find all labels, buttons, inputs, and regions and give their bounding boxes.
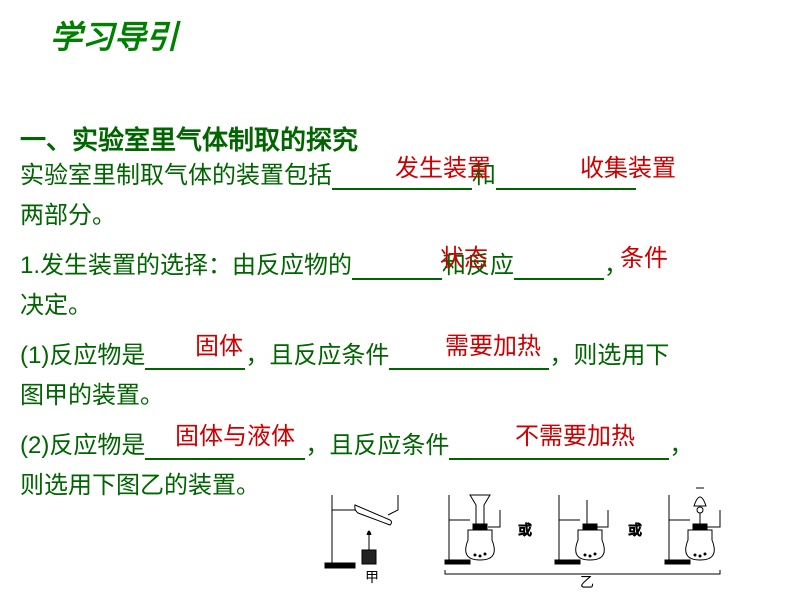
- t7a: (2)反应物是: [20, 432, 145, 459]
- t5a: (1)反应物是: [20, 342, 145, 369]
- fill-7: 固体与液体: [175, 416, 295, 451]
- apparatus-jia: 甲: [320, 485, 420, 585]
- apparatus-yi: 或 或 乙: [440, 480, 780, 590]
- label-huo-1: 或: [518, 522, 532, 538]
- text-line-4: 决定。: [20, 285, 92, 320]
- text-line-1: 实验室里制取气体的装置包括和: [20, 155, 636, 190]
- t5c: ，则选用下: [549, 342, 669, 369]
- t7c: ，: [669, 432, 693, 459]
- text-line-5: (1)反应物是 ，且反应条件 ，则选用下: [20, 335, 669, 370]
- blank-3: [352, 250, 442, 280]
- t5b: ，且反应条件: [245, 342, 389, 369]
- fill-5: 固体: [195, 326, 243, 361]
- t7b: ，且反应条件: [305, 432, 449, 459]
- blank-4: [514, 250, 604, 280]
- text-line-8: 则选用下图乙的装置。: [20, 465, 260, 500]
- fill-1: 发生装置: [395, 148, 491, 183]
- label-huo-2: 或: [628, 522, 642, 538]
- fill-3: 状态: [440, 238, 488, 273]
- fill-8: 不需要加热: [515, 416, 635, 451]
- fill-4: 条件: [620, 238, 668, 273]
- t3a: 1.发生装置的选择：由反应物的: [20, 252, 352, 279]
- fill-2: 收集装置: [580, 148, 676, 183]
- t1a: 实验室里制取气体的装置包括: [20, 162, 332, 189]
- fill-6: 需要加热: [445, 326, 541, 361]
- label-jia: 甲: [365, 569, 379, 585]
- text-line-6: 图甲的装置。: [20, 375, 164, 410]
- text-line-3: 1.发生装置的选择：由反应物的和反应，: [20, 245, 628, 280]
- section-heading: 一、实验室里气体制取的探究: [20, 120, 358, 157]
- label-yi: 乙: [580, 574, 594, 590]
- text-line-2: 两部分。: [20, 195, 116, 230]
- page-title: 学习导引: [50, 12, 178, 58]
